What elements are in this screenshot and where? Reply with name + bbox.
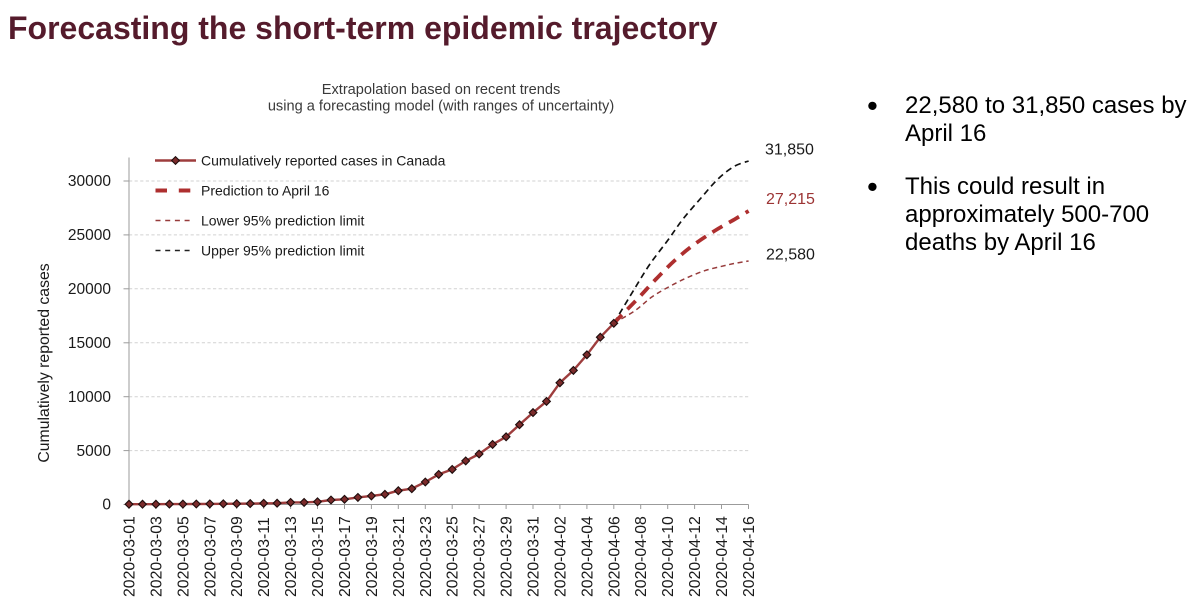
svg-text:2020-03-11: 2020-03-11 (256, 517, 273, 597)
svg-text:2020-04-06: 2020-04-06 (606, 516, 623, 597)
svg-text:2020-04-16: 2020-04-16 (741, 516, 758, 597)
svg-text:22,580: 22,580 (766, 247, 815, 264)
svg-text:2020-04-04: 2020-04-04 (579, 516, 596, 597)
svg-text:2020-03-21: 2020-03-21 (391, 516, 408, 597)
svg-text:2020-04-10: 2020-04-10 (660, 516, 677, 597)
svg-text:2020-03-27: 2020-03-27 (472, 516, 489, 597)
svg-text:2020-03-17: 2020-03-17 (337, 516, 354, 597)
svg-text:20000: 20000 (68, 281, 111, 298)
svg-text:using a forecasting model (wit: using a forecasting model (with ranges o… (268, 99, 614, 115)
svg-text:10000: 10000 (68, 389, 111, 406)
svg-text:2020-03-03: 2020-03-03 (148, 516, 165, 597)
svg-text:2020-03-31: 2020-03-31 (526, 516, 543, 597)
svg-text:Prediction to April 16: Prediction to April 16 (201, 183, 330, 199)
svg-text:2020-03-13: 2020-03-13 (283, 516, 300, 597)
svg-text:2020-04-02: 2020-04-02 (552, 516, 569, 597)
svg-text:2020-03-05: 2020-03-05 (175, 516, 192, 597)
svg-text:Extrapolation based on recent: Extrapolation based on recent trends (322, 82, 561, 98)
svg-text:Upper 95% prediction limit: Upper 95% prediction limit (201, 243, 365, 259)
svg-text:2020-03-09: 2020-03-09 (229, 516, 246, 597)
svg-text:2020-03-25: 2020-03-25 (445, 516, 462, 597)
svg-text:2020-04-14: 2020-04-14 (714, 516, 731, 597)
svg-text:5000: 5000 (77, 443, 112, 460)
svg-text:31,850: 31,850 (765, 142, 814, 159)
svg-text:25000: 25000 (68, 227, 111, 244)
svg-text:2020-03-01: 2020-03-01 (122, 516, 139, 597)
svg-text:2020-03-23: 2020-03-23 (418, 516, 435, 597)
svg-text:30000: 30000 (68, 173, 111, 190)
svg-text:27,215: 27,215 (766, 191, 815, 208)
svg-text:2020-03-07: 2020-03-07 (202, 516, 219, 597)
svg-text:2020-04-08: 2020-04-08 (633, 516, 650, 597)
svg-text:Cumulatively reported cases in: Cumulatively reported cases in Canada (201, 153, 446, 169)
svg-text:2020-03-19: 2020-03-19 (364, 516, 381, 597)
svg-text:2020-03-29: 2020-03-29 (499, 516, 516, 597)
svg-text:2020-04-12: 2020-04-12 (687, 516, 704, 597)
svg-text:Cumulatively reported cases: Cumulatively reported cases (36, 263, 53, 462)
svg-text:2020-03-15: 2020-03-15 (310, 516, 327, 597)
svg-text:0: 0 (102, 497, 111, 514)
svg-text:Lower 95% prediction limit: Lower 95% prediction limit (201, 213, 365, 229)
svg-text:15000: 15000 (68, 335, 111, 352)
